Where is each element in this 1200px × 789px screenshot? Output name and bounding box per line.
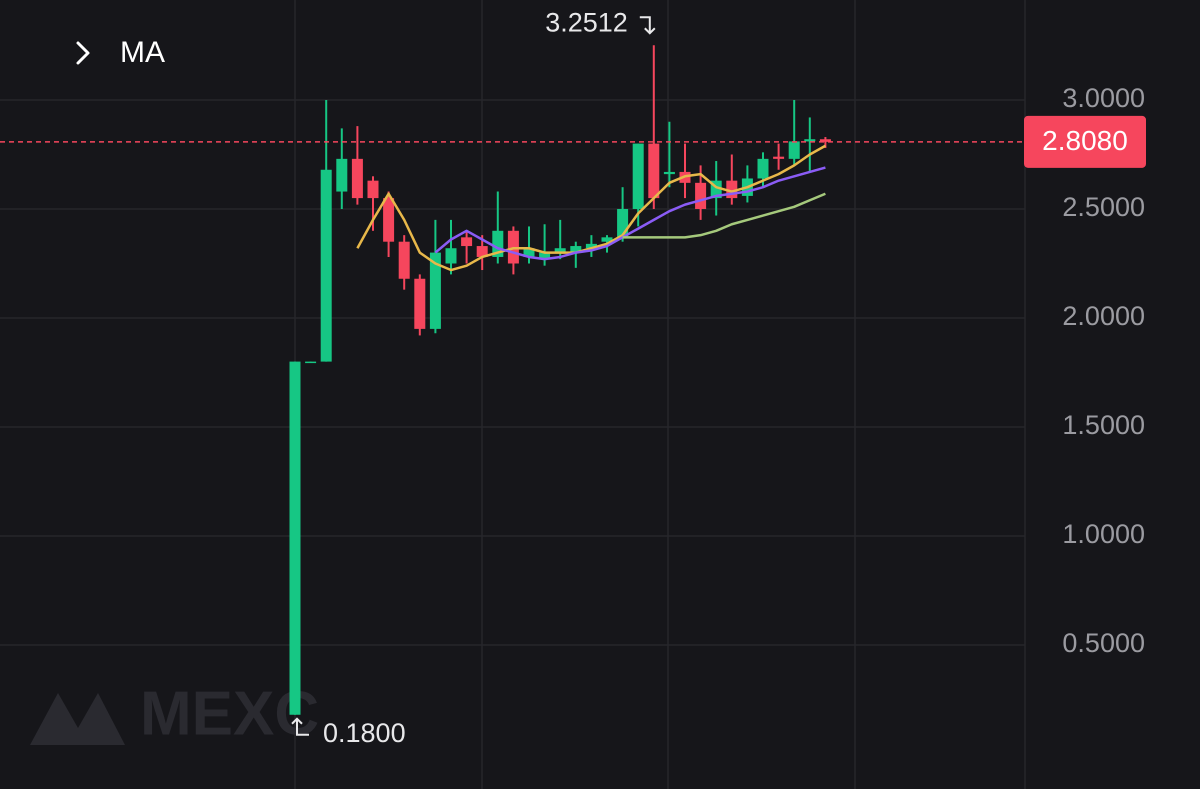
candle xyxy=(648,45,660,209)
candle-body xyxy=(601,237,613,242)
watermark-icon xyxy=(30,693,125,745)
candle-body xyxy=(554,248,566,253)
candle-body xyxy=(788,141,800,159)
candle xyxy=(305,361,317,364)
candle xyxy=(663,121,675,188)
candle-body xyxy=(710,180,722,199)
candle-body xyxy=(336,158,348,192)
candle-body xyxy=(804,139,816,142)
candle-body xyxy=(819,139,831,142)
vertical-grid xyxy=(294,0,1026,789)
candle-body xyxy=(414,278,426,329)
candle-body xyxy=(445,248,457,264)
grid xyxy=(0,99,1025,646)
low-arrow xyxy=(291,717,309,736)
candle-body xyxy=(289,361,301,715)
candle xyxy=(320,99,332,362)
candle xyxy=(383,191,395,257)
candle-body xyxy=(570,246,582,253)
candle xyxy=(773,143,785,170)
candle xyxy=(289,361,301,715)
candle-body xyxy=(757,158,769,179)
y-tick-label: 2.5000 xyxy=(1062,192,1145,222)
plot: 2.8080 3.2512 0.1800 xyxy=(0,7,1146,748)
y-tick-label: 2.0000 xyxy=(1062,301,1145,331)
candle-body xyxy=(383,198,395,242)
indicator-label[interactable]: MA xyxy=(120,36,165,69)
candle-body xyxy=(367,180,379,199)
y-tick-label: 3.0000 xyxy=(1062,83,1145,113)
candle-body xyxy=(632,143,644,209)
candle xyxy=(414,274,426,336)
candle xyxy=(788,99,800,166)
candle-body xyxy=(648,143,660,199)
candle xyxy=(570,241,582,268)
ma-line xyxy=(434,166,826,261)
candle-body xyxy=(585,243,597,249)
candle-body xyxy=(695,182,707,209)
candle xyxy=(336,128,348,209)
candle xyxy=(804,117,816,172)
candle xyxy=(445,219,457,275)
candle-body xyxy=(305,361,317,364)
candle-body xyxy=(398,241,410,279)
watermark-logo xyxy=(30,693,125,745)
chevron-icon[interactable] xyxy=(76,41,90,65)
candle-body xyxy=(492,230,504,257)
y-tick-label: 1.5000 xyxy=(1062,410,1145,440)
candle-body xyxy=(663,171,675,175)
candle xyxy=(679,143,691,199)
candle-body xyxy=(523,248,535,257)
candle-body xyxy=(429,252,441,329)
y-tick-label: 1.0000 xyxy=(1062,519,1145,549)
high-arrow xyxy=(639,16,656,35)
candle xyxy=(617,187,629,242)
candle-body xyxy=(773,156,785,159)
candle-body xyxy=(539,252,551,260)
candle-body xyxy=(476,246,488,257)
high-annotation: 3.2512 xyxy=(545,7,628,37)
last-price-box xyxy=(1024,115,1146,168)
candle xyxy=(476,235,488,271)
last-price-label: 2.8080 xyxy=(1042,125,1128,156)
watermark: MEXC xyxy=(140,679,319,748)
candle-body xyxy=(320,169,332,362)
candle xyxy=(398,235,410,290)
candle-body xyxy=(726,180,738,199)
candle xyxy=(585,235,597,257)
candle xyxy=(461,230,473,264)
candle xyxy=(429,219,441,334)
candle xyxy=(367,176,379,231)
ma-line xyxy=(356,144,827,272)
candle-body xyxy=(617,208,629,238)
candle-body xyxy=(351,158,363,199)
candle-body xyxy=(461,237,473,247)
candle xyxy=(351,126,363,205)
candle xyxy=(726,154,738,205)
low-annotation: 0.1800 xyxy=(323,718,406,748)
ma-line xyxy=(622,192,826,239)
candle xyxy=(741,165,753,203)
y-tick-label: 0.5000 xyxy=(1062,628,1145,658)
